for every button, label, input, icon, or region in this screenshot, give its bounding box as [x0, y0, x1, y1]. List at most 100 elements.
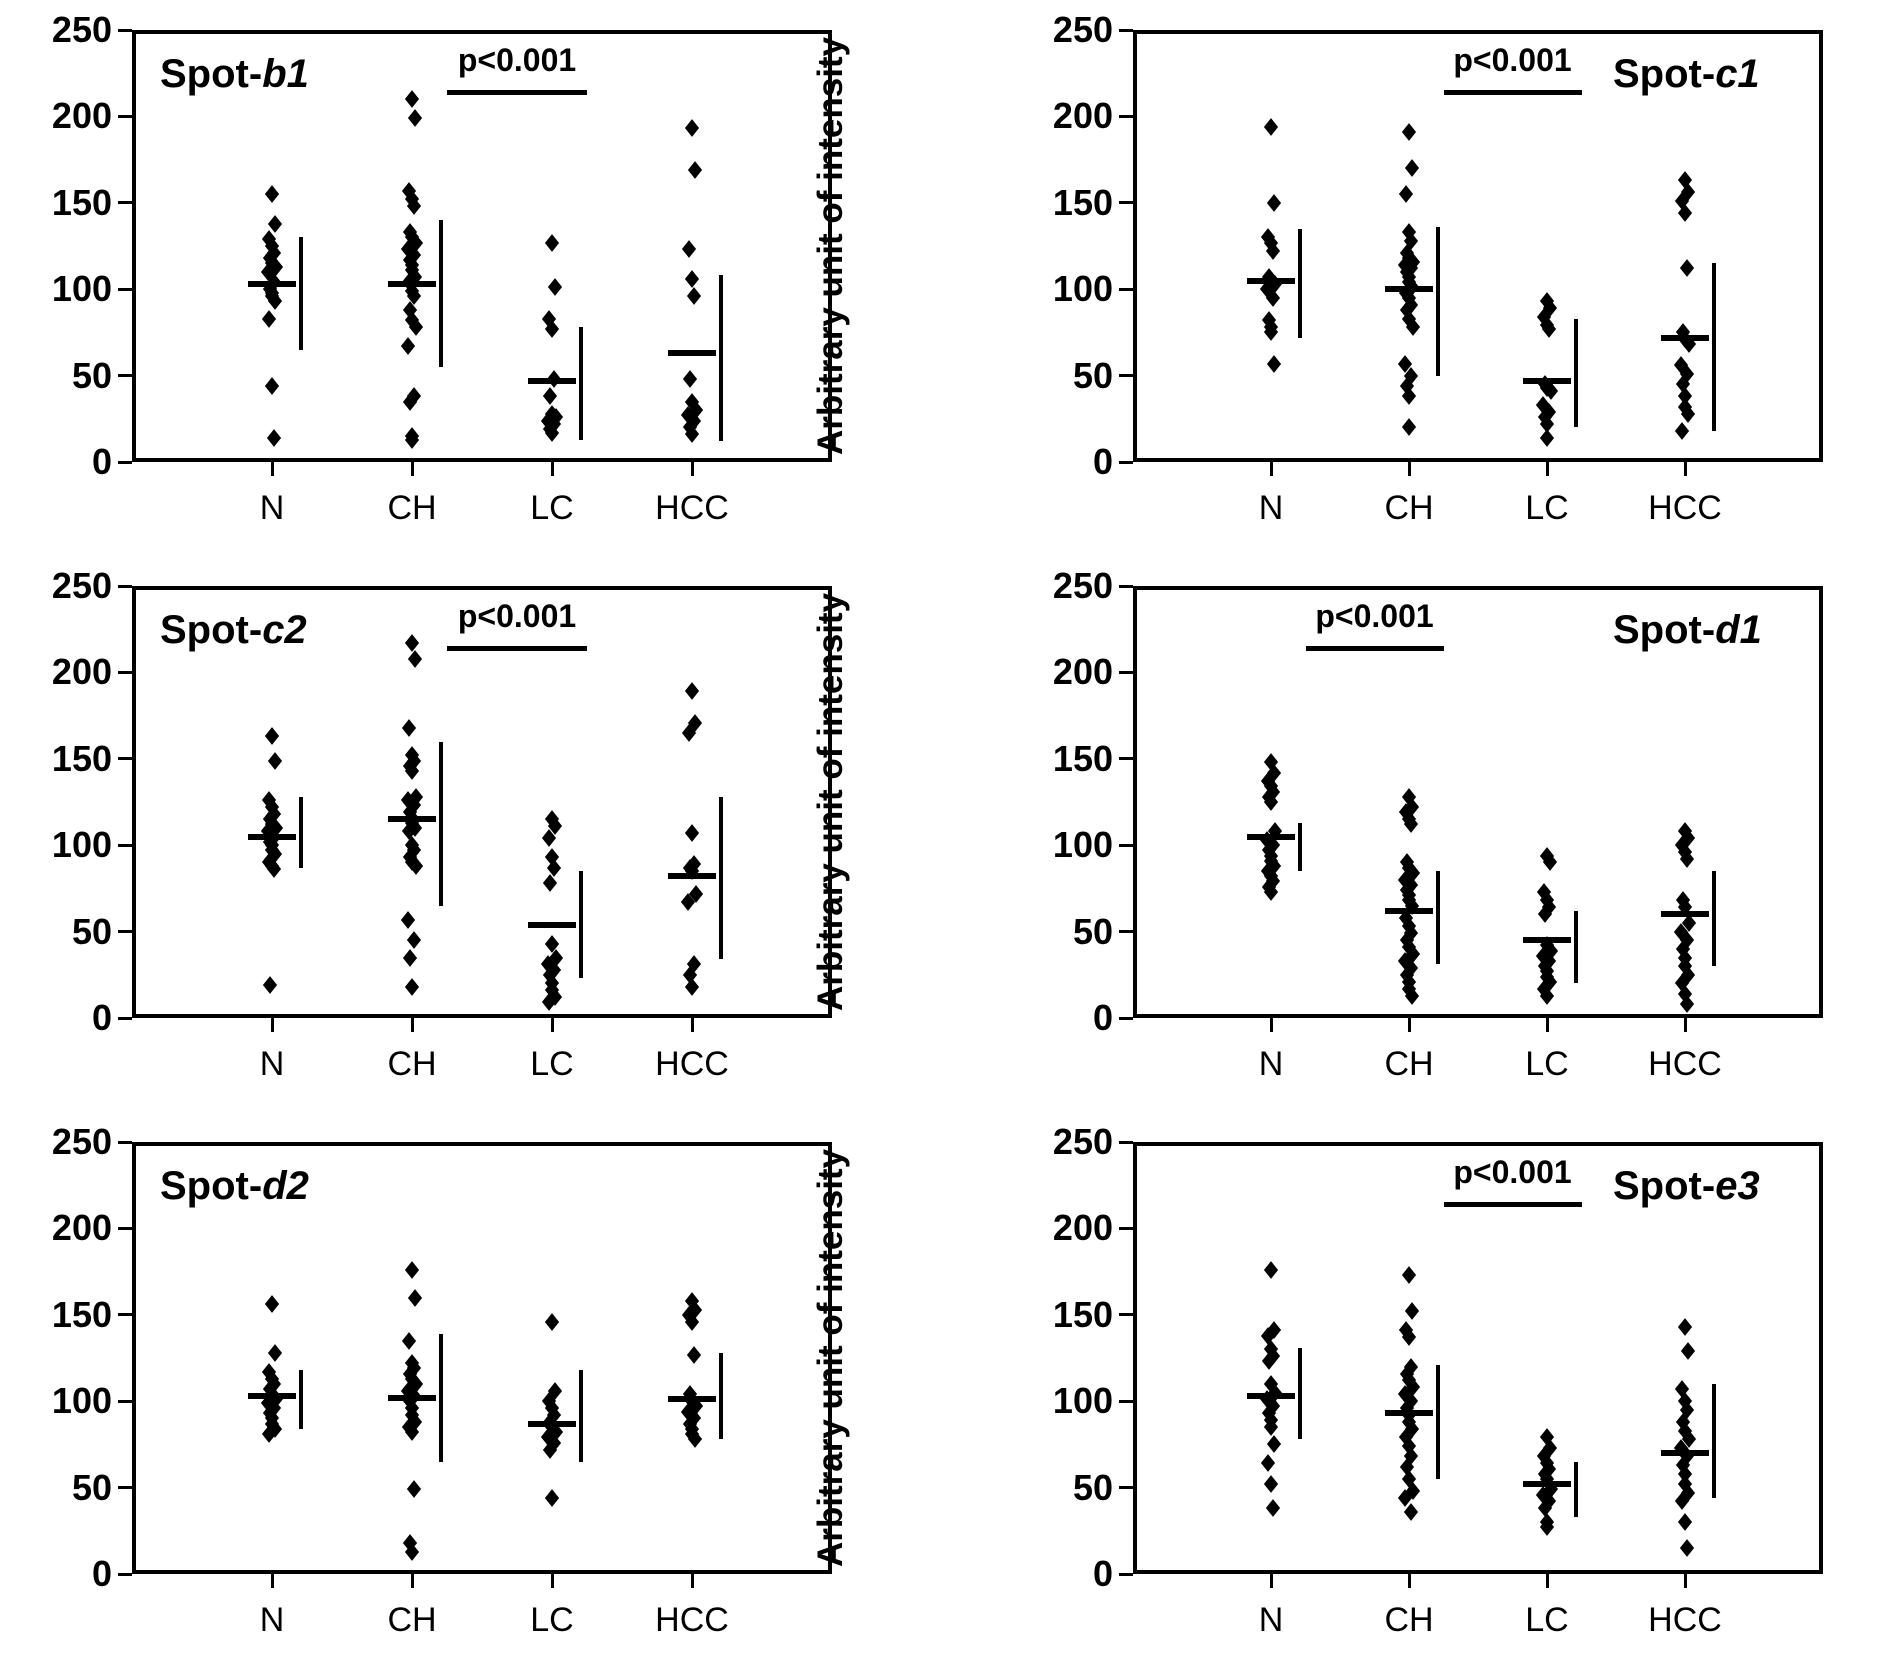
median-bar: [1385, 907, 1433, 914]
y-tick-mark: [118, 114, 132, 118]
y-tick-label: 250: [1052, 9, 1113, 50]
significance-label: p<0.001: [457, 598, 577, 635]
range-line: [1574, 318, 1578, 428]
panel-title: Spot-d1: [1613, 608, 1762, 652]
median-bar: [1385, 286, 1433, 293]
x-tick-mark: [1269, 462, 1273, 476]
panel-title: Spot-c1: [1613, 52, 1760, 96]
median-bar: [1661, 334, 1709, 341]
median-bar: [1661, 911, 1709, 918]
range-line: [719, 275, 723, 442]
median-bar: [1247, 1393, 1295, 1400]
y-tick-label: 150: [51, 1293, 112, 1335]
range-line: [439, 1333, 443, 1462]
median-bar: [1247, 277, 1295, 284]
y-tick-label: 50: [71, 910, 112, 952]
y-tick-label: 100: [51, 1380, 112, 1422]
y-tick-label: 150: [1052, 737, 1113, 779]
y-tick-mark: [118, 287, 132, 291]
y-tick-mark: [118, 757, 132, 761]
significance-bar: [1443, 90, 1582, 96]
range-line: [299, 796, 303, 868]
x-tick-mark: [550, 1574, 554, 1588]
y-tick-label: 200: [51, 95, 112, 137]
y-tick-label: 0: [1092, 997, 1113, 1038]
plot-area: [132, 586, 832, 1018]
x-tick-mark: [1269, 1018, 1273, 1032]
y-tick-mark: [118, 670, 132, 674]
y-tick-label: 200: [51, 1207, 112, 1249]
x-tick-mark: [1407, 1574, 1411, 1588]
x-category-label-lc: LC: [1525, 1045, 1569, 1083]
significance-bar: [447, 90, 587, 96]
range-line: [579, 327, 583, 440]
x-tick-mark: [1545, 1574, 1549, 1588]
median-bar: [528, 921, 576, 928]
x-tick-mark: [410, 1018, 414, 1032]
significance-label: p<0.001: [1453, 1154, 1572, 1191]
x-tick-mark: [270, 1018, 274, 1032]
y-tick-mark: [1119, 287, 1133, 291]
y-tick-label: 150: [1052, 1293, 1113, 1335]
y-tick-mark: [1119, 1572, 1133, 1576]
y-tick-label: 250: [51, 565, 112, 606]
x-category-label-hcc: HCC: [1648, 489, 1722, 527]
x-category-label-hcc: HCC: [1648, 1601, 1722, 1639]
x-category-label-n: N: [1258, 489, 1284, 527]
y-tick-mark: [1119, 584, 1133, 588]
range-line: [1574, 910, 1578, 984]
range-line: [299, 237, 303, 350]
y-axis-label: Arbitrary unit of intensity: [811, 592, 850, 1012]
x-category-label-n: N: [1258, 1601, 1284, 1639]
y-tick-mark: [1119, 1313, 1133, 1317]
x-category-label-n: N: [259, 489, 285, 527]
y-tick-mark: [1119, 201, 1133, 205]
range-line: [1436, 226, 1440, 376]
median-bar: [528, 1420, 576, 1427]
x-category-label-lc: LC: [1525, 489, 1569, 527]
y-tick-mark: [1119, 460, 1133, 464]
range-line: [1436, 871, 1440, 965]
range-line: [299, 1370, 303, 1429]
median-bar: [388, 816, 436, 823]
range-line: [1574, 1461, 1578, 1517]
x-tick-mark: [410, 1574, 414, 1588]
y-axis-label: Arbitrary unit of intensity: [811, 36, 850, 456]
x-tick-mark: [1545, 462, 1549, 476]
median-bar: [248, 281, 296, 288]
y-tick-mark: [118, 1486, 132, 1490]
panel-spot-e3: Arbitrary unit of intensity 0 50 100 150 200 2…: [811, 1112, 1890, 1668]
y-tick-label: 50: [71, 1466, 112, 1508]
y-tick-mark: [118, 374, 132, 378]
y-tick-label: 100: [51, 824, 112, 866]
plot-area: [132, 30, 832, 462]
panel-spot-d1: Arbitrary unit of intensity 0 50 100 150 200 2…: [811, 556, 1890, 1112]
x-tick-mark: [690, 1018, 694, 1032]
y-tick-label: 200: [1052, 95, 1113, 137]
x-category-label-n: N: [259, 1045, 285, 1083]
y-tick-mark: [118, 201, 132, 205]
y-tick-mark: [1119, 1140, 1133, 1144]
y-tick-mark: [1119, 757, 1133, 761]
y-tick-label: 250: [51, 9, 112, 50]
y-tick-label: 50: [71, 354, 112, 396]
y-axis-label: Arbitrary unit of intensity: [811, 1148, 850, 1568]
y-tick-label: 150: [1052, 181, 1113, 223]
x-tick-mark: [270, 462, 274, 476]
x-tick-mark: [690, 462, 694, 476]
y-tick-mark: [118, 1313, 132, 1317]
panel-spot-b1: Arbitrary unit of intensity 0 50 100 150 200 2…: [0, 0, 945, 556]
panel-spot-c2: Arbitrary unit of intensity 0 50 100 150 200 2…: [0, 556, 945, 1112]
range-line: [1298, 228, 1302, 338]
y-tick-label: 100: [1052, 1380, 1113, 1422]
y-tick-mark: [118, 1226, 132, 1230]
panel-spot-c1: Arbitrary unit of intensity 0 50 100 150 200 2…: [811, 0, 1890, 556]
range-line: [1712, 1383, 1716, 1498]
median-bar: [668, 1396, 716, 1403]
y-tick-label: 0: [91, 441, 112, 482]
y-tick-mark: [118, 1399, 132, 1403]
y-tick-label: 250: [51, 1121, 112, 1162]
y-tick-mark: [1119, 1486, 1133, 1490]
significance-label: p<0.001: [1453, 42, 1572, 79]
y-tick-label: 100: [51, 268, 112, 310]
